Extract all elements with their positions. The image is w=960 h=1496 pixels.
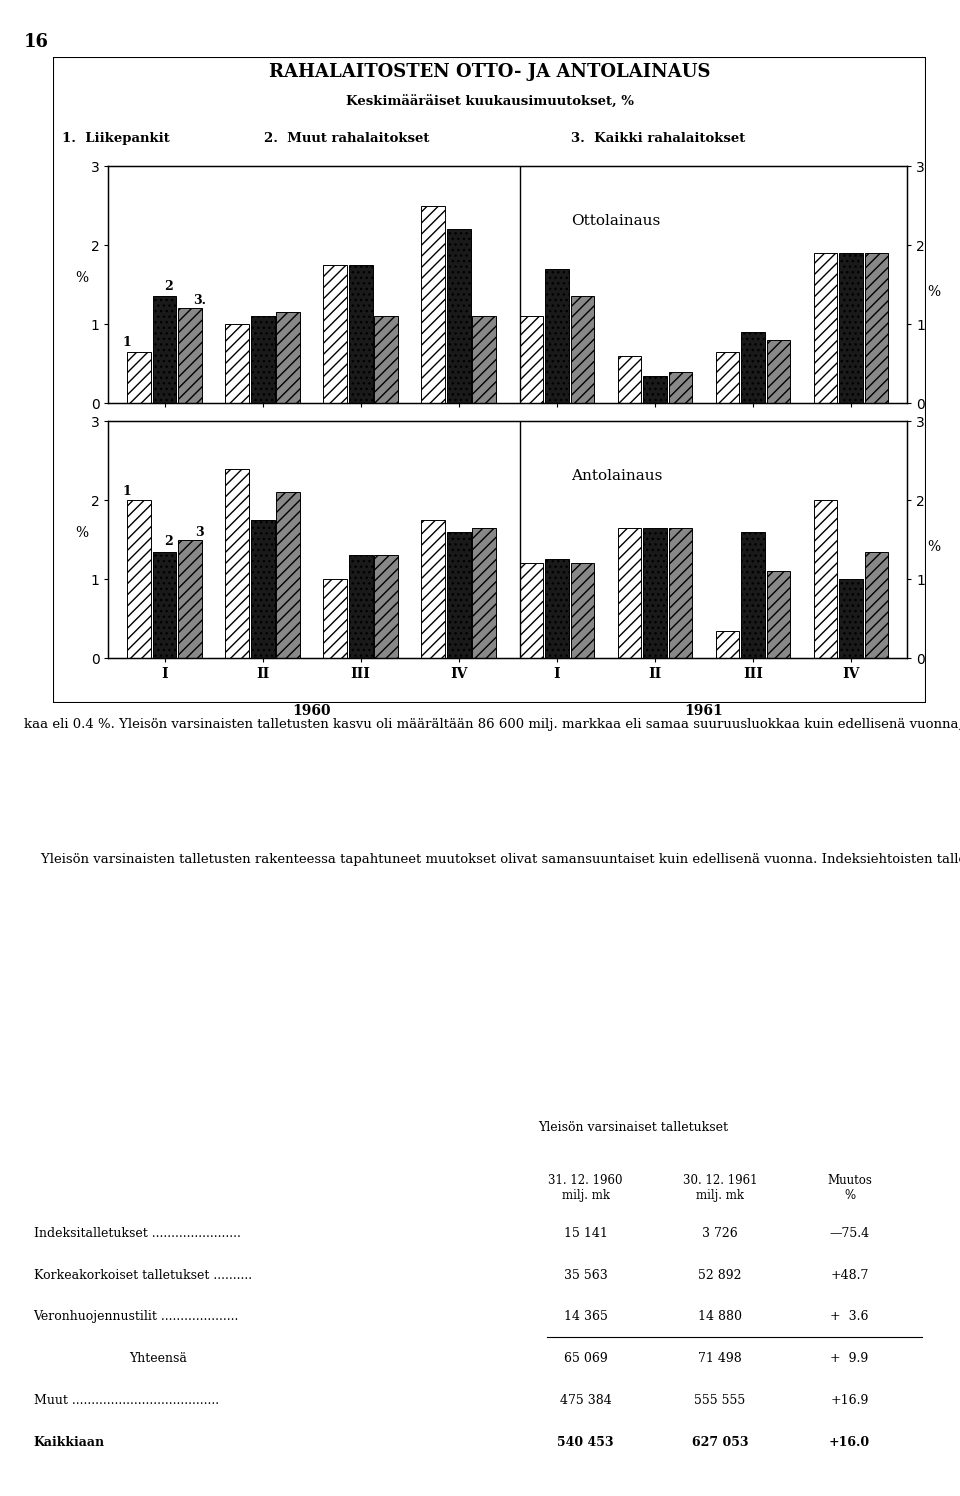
Text: 14 880: 14 880 bbox=[698, 1310, 742, 1324]
Bar bbox=[251, 521, 275, 658]
Text: +48.7: +48.7 bbox=[830, 1269, 869, 1282]
Bar bbox=[814, 500, 837, 658]
Text: 65 069: 65 069 bbox=[564, 1352, 608, 1366]
Text: Muut ......................................: Muut ...................................… bbox=[34, 1394, 219, 1408]
Text: 627 053: 627 053 bbox=[692, 1436, 748, 1450]
Bar bbox=[814, 253, 837, 404]
Bar bbox=[741, 531, 765, 658]
Text: kaa eli 0.4 %. Yleisön varsinaisten talletusten kasvu oli määrältään 86 600 milj: kaa eli 0.4 %. Yleisön varsinaisten tall… bbox=[24, 718, 960, 732]
Bar bbox=[643, 528, 667, 658]
Bar bbox=[839, 579, 863, 658]
Bar bbox=[839, 253, 863, 404]
Bar bbox=[128, 500, 151, 658]
Bar bbox=[767, 340, 790, 404]
Text: 30. 12. 1961
milj. mk: 30. 12. 1961 milj. mk bbox=[683, 1174, 757, 1203]
Bar bbox=[421, 205, 445, 404]
Bar bbox=[570, 564, 594, 658]
Y-axis label: %: % bbox=[76, 525, 89, 540]
Bar bbox=[519, 316, 543, 404]
Text: Veronhuojennustilit ....................: Veronhuojennustilit .................... bbox=[34, 1310, 239, 1324]
Text: 2: 2 bbox=[164, 536, 173, 548]
Bar bbox=[179, 540, 202, 658]
Text: 14 365: 14 365 bbox=[564, 1310, 608, 1324]
Text: 1: 1 bbox=[123, 337, 132, 349]
Bar bbox=[179, 308, 202, 404]
Bar bbox=[226, 468, 249, 658]
Text: 1: 1 bbox=[123, 485, 132, 498]
Text: 3: 3 bbox=[196, 525, 204, 539]
Text: Korkeakorkoiset talletukset ..........: Korkeakorkoiset talletukset .......... bbox=[34, 1269, 252, 1282]
Bar bbox=[374, 555, 398, 658]
Text: Yhteensä: Yhteensä bbox=[130, 1352, 187, 1366]
Text: Kaikkiaan: Kaikkiaan bbox=[34, 1436, 105, 1450]
Text: +  9.9: + 9.9 bbox=[830, 1352, 869, 1366]
Text: Yleisön varsinaisten talletusten rakenteessa tapahtuneet muutokset olivat samans: Yleisön varsinaisten talletusten rakente… bbox=[24, 853, 960, 866]
Text: Ottolainaus: Ottolainaus bbox=[571, 214, 660, 229]
Text: RAHALAITOSTEN OTTO- JA ANTOLAINAUS: RAHALAITOSTEN OTTO- JA ANTOLAINAUS bbox=[269, 63, 710, 81]
Text: +  3.6: + 3.6 bbox=[830, 1310, 869, 1324]
Bar bbox=[226, 325, 249, 404]
Text: 2: 2 bbox=[164, 280, 173, 293]
Bar bbox=[251, 316, 275, 404]
Text: 555 555: 555 555 bbox=[694, 1394, 746, 1408]
Text: 3 726: 3 726 bbox=[702, 1227, 738, 1240]
Text: 3.: 3. bbox=[193, 295, 206, 307]
Text: Indeksitalletukset .......................: Indeksitalletukset .....................… bbox=[34, 1227, 240, 1240]
Text: 71 498: 71 498 bbox=[698, 1352, 742, 1366]
Bar bbox=[617, 356, 641, 404]
Bar bbox=[617, 528, 641, 658]
Text: 3.  Kaikki rahalaitokset: 3. Kaikki rahalaitokset bbox=[571, 132, 746, 145]
Bar bbox=[668, 528, 692, 658]
Bar bbox=[153, 552, 177, 658]
Bar bbox=[153, 296, 177, 404]
Text: Keskimääräiset kuukausimuutokset, %: Keskimääräiset kuukausimuutokset, % bbox=[346, 96, 634, 109]
Text: +16.0: +16.0 bbox=[829, 1436, 870, 1450]
Bar bbox=[324, 579, 348, 658]
Text: —75.4: —75.4 bbox=[829, 1227, 870, 1240]
Bar bbox=[447, 531, 470, 658]
Text: Antolainaus: Antolainaus bbox=[571, 470, 663, 483]
Text: 31. 12. 1960
milj. mk: 31. 12. 1960 milj. mk bbox=[548, 1174, 623, 1203]
Text: 540 453: 540 453 bbox=[558, 1436, 613, 1450]
Bar bbox=[421, 521, 445, 658]
Text: 15 141: 15 141 bbox=[564, 1227, 608, 1240]
Bar bbox=[472, 316, 496, 404]
Text: Yleisön varsinaiset talletukset: Yleisön varsinaiset talletukset bbox=[539, 1121, 729, 1134]
Bar bbox=[348, 555, 372, 658]
Bar bbox=[128, 352, 151, 404]
Bar bbox=[519, 564, 543, 658]
Text: 1.  Liikepankit: 1. Liikepankit bbox=[62, 132, 170, 145]
Y-axis label: %: % bbox=[926, 284, 940, 299]
Text: 1960: 1960 bbox=[293, 705, 331, 718]
Bar bbox=[865, 552, 888, 658]
Bar bbox=[643, 375, 667, 404]
Text: 52 892: 52 892 bbox=[698, 1269, 742, 1282]
Bar bbox=[545, 560, 568, 658]
Text: +16.9: +16.9 bbox=[830, 1394, 869, 1408]
Text: 1961: 1961 bbox=[684, 705, 724, 718]
Bar bbox=[715, 631, 739, 658]
Bar bbox=[668, 371, 692, 404]
Bar bbox=[570, 296, 594, 404]
Bar bbox=[276, 313, 300, 404]
Text: Muutos
%: Muutos % bbox=[828, 1174, 872, 1203]
Bar bbox=[715, 352, 739, 404]
Bar bbox=[472, 528, 496, 658]
Bar bbox=[865, 253, 888, 404]
Bar bbox=[545, 269, 568, 404]
Bar bbox=[324, 265, 348, 404]
Bar bbox=[447, 229, 470, 404]
Text: 16: 16 bbox=[24, 33, 49, 51]
Bar bbox=[741, 332, 765, 404]
Bar bbox=[348, 265, 372, 404]
Text: 475 384: 475 384 bbox=[560, 1394, 612, 1408]
Bar bbox=[276, 492, 300, 658]
Text: 2.  Muut rahalaitokset: 2. Muut rahalaitokset bbox=[264, 132, 429, 145]
Y-axis label: %: % bbox=[76, 271, 89, 284]
Y-axis label: %: % bbox=[926, 540, 940, 554]
Bar bbox=[767, 571, 790, 658]
Bar bbox=[374, 316, 398, 404]
Text: 35 563: 35 563 bbox=[564, 1269, 608, 1282]
